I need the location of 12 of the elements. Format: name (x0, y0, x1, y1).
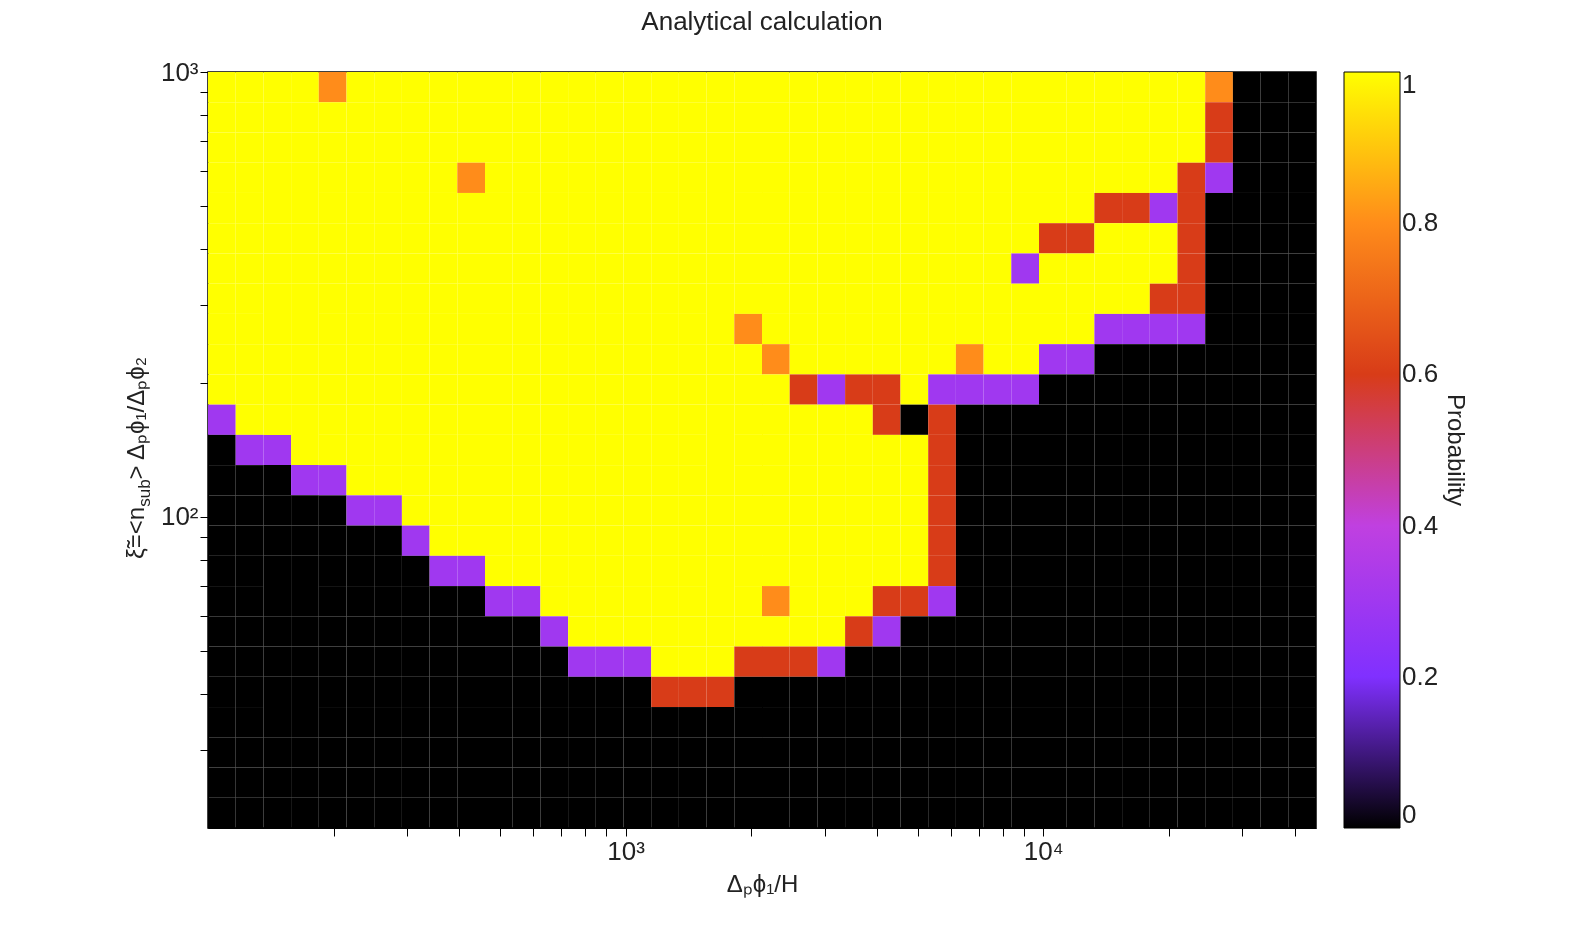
color-bar-label: 0.2 (1402, 660, 1439, 691)
y-tick-label: 10² (160, 501, 199, 532)
color-bar-label: 0.4 (1402, 509, 1439, 540)
chart-title: Analytical calculation (641, 6, 883, 36)
color-bar-label: 0.6 (1402, 358, 1439, 389)
y-axis-title: ξ̃=<nsub> Δₚϕ₁/Δₚϕ₂ (122, 357, 154, 559)
color-bar-title: Probability (1443, 393, 1470, 507)
color-bar-label: 0 (1402, 799, 1417, 829)
x-axis-title: Δₚϕ₁/H (726, 869, 799, 898)
x-tick-label: 10⁴ (1023, 835, 1064, 866)
color-bar-label: 0.8 (1402, 207, 1439, 238)
color-bar-label: 1 (1402, 69, 1417, 99)
